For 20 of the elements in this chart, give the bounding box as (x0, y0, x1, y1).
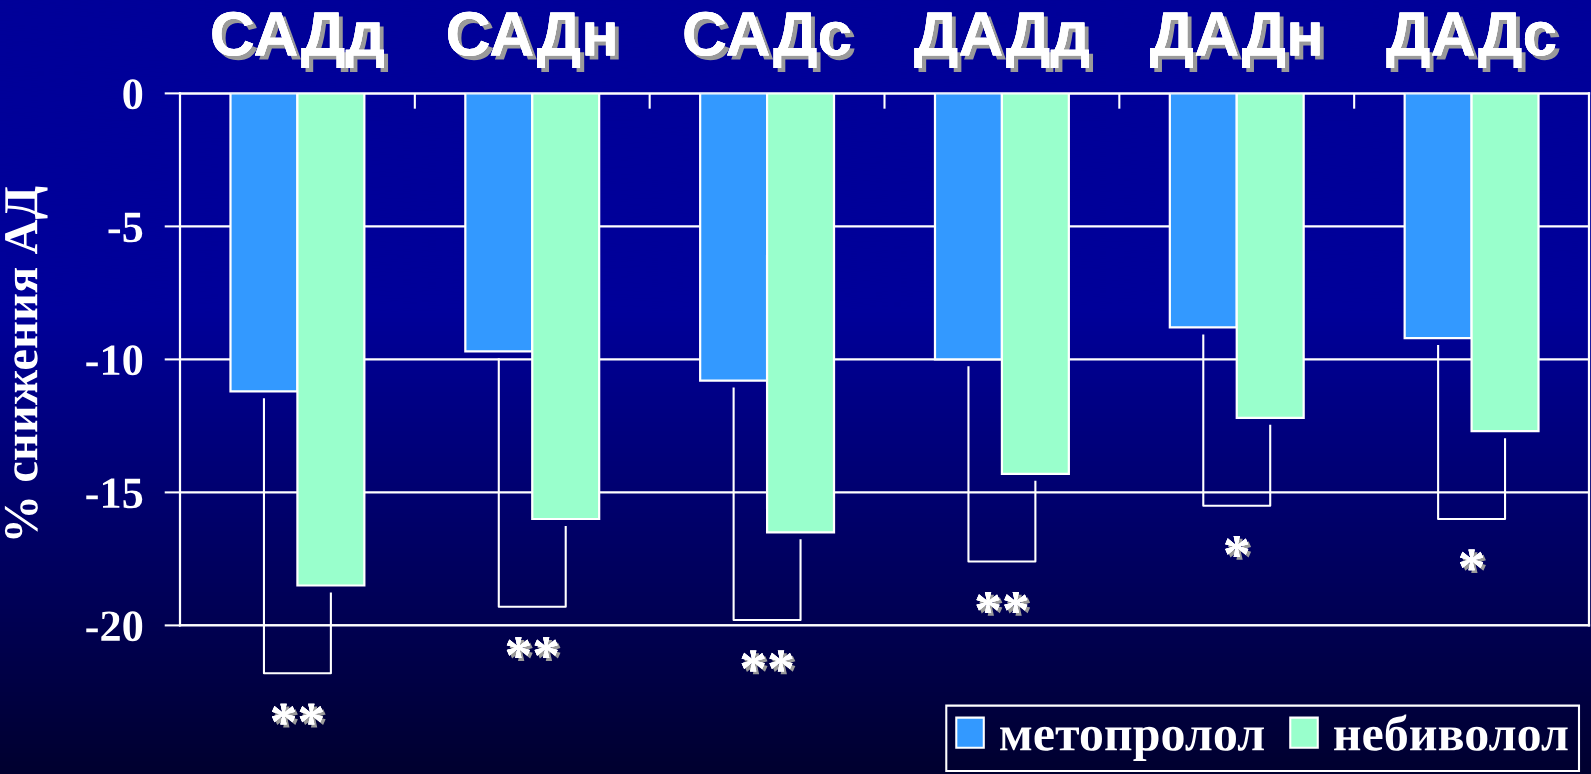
annotation: * (1225, 536, 1252, 560)
x-tick-label: САДд (212, 11, 389, 73)
text: ** (271, 703, 326, 728)
annotation: * (1460, 549, 1486, 574)
y-tick-label: -15 (86, 478, 143, 509)
x-tick-label: ДАДд (914, 12, 1094, 73)
x-tick-label: ДАДс (1386, 12, 1560, 73)
y-tick-label: -20 (86, 611, 143, 642)
y-tick-label: 0 (123, 79, 143, 110)
text: ** (741, 650, 796, 675)
y-tick-label: -10 (86, 345, 143, 376)
x-tick-label: САДс (684, 11, 855, 73)
x-tick-label: САДн (448, 11, 619, 73)
legend-label: метопролол (1000, 726, 1264, 761)
annotation: ** (976, 591, 1031, 616)
y-tick-label: -5 (108, 212, 143, 243)
text: ** (506, 637, 561, 661)
y-axis-title: % снижения АД (4, 186, 48, 539)
x-tick-label: ДАДн (1150, 12, 1324, 73)
legend-label: небиволол (1334, 714, 1568, 751)
